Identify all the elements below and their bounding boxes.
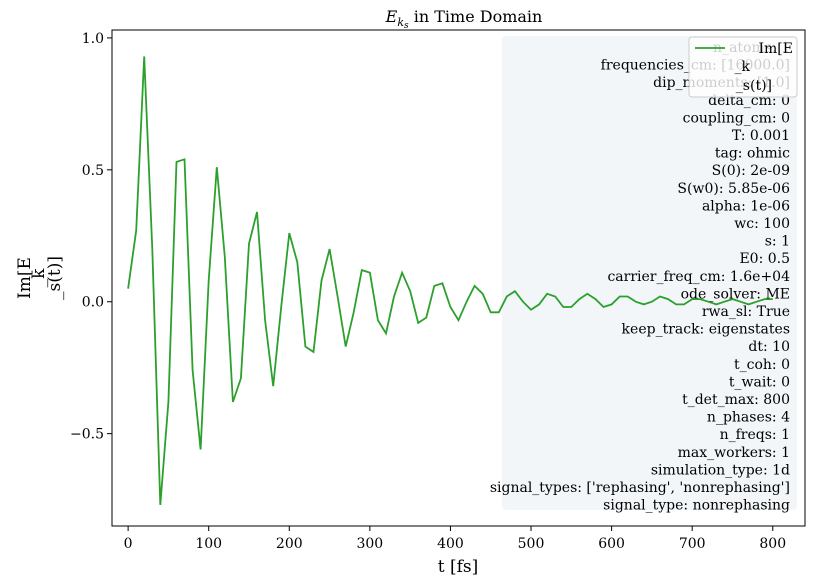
- info-line: signal_types: ['rephasing', 'nonrephasin…: [490, 480, 790, 496]
- x-tick-label: 700: [679, 536, 706, 552]
- y-tick-label: 0.5: [82, 163, 104, 179]
- info-line: S(0): 2e-09: [712, 163, 790, 179]
- info-line: ode_solver: ME: [681, 286, 790, 302]
- legend-label-line-2: _k: [735, 59, 751, 75]
- y-axis-label: Im[E _k _s(t)]: [15, 256, 65, 300]
- y-tick-label: 1.0: [82, 31, 104, 47]
- info-line: T: 0.001: [732, 128, 790, 144]
- axes-frame: [111, 29, 806, 527]
- legend-label-line-1: Im[E: [759, 41, 794, 57]
- x-tick-label: 200: [276, 536, 303, 552]
- x-tick-label: 400: [437, 536, 464, 552]
- chart-title: Eks in Time Domain: [385, 7, 543, 31]
- info-line: s: 1: [765, 234, 790, 250]
- info-line: t_det_max: 800: [682, 392, 790, 408]
- info-line: S(w0): 5.85e-06: [677, 181, 790, 197]
- x-tick-label: 100: [195, 536, 222, 552]
- info-line: dt: 10: [748, 339, 790, 355]
- info-line: simulation_type: 1d: [651, 462, 790, 478]
- info-line: rwa_sl: True: [702, 304, 790, 320]
- legend-frame: [688, 36, 798, 98]
- y-tick-label: 0.0: [82, 295, 104, 311]
- series-line-im-e: [127, 56, 773, 505]
- info-line: E0: 0.5: [739, 251, 790, 267]
- info-line: keep_track: eigenstates: [622, 322, 790, 338]
- x-axis-label: t [fs]: [438, 557, 479, 577]
- info-line: t_wait: 0: [729, 374, 790, 390]
- info-line: tag: ohmic: [715, 146, 790, 162]
- svg-text:Im[E: Im[E: [15, 257, 35, 299]
- info-line: n_freqs: 1: [720, 427, 790, 443]
- legend: Im[E _k _s(t)]: [688, 36, 798, 98]
- info-line: coupling_cm: 0: [683, 110, 790, 126]
- x-tick-label: 800: [759, 536, 786, 552]
- info-line: alpha: 1e-06: [702, 198, 790, 214]
- x-tick-label: 0: [124, 536, 133, 552]
- x-tick-label: 600: [598, 536, 625, 552]
- info-line: max_workers: 1: [678, 445, 790, 461]
- y-axis-ticks: −0.5 0.0 0.5 1.0: [70, 31, 112, 443]
- y-tick-label: −0.5: [70, 427, 104, 443]
- x-tick-label: 300: [356, 536, 383, 552]
- info-line: signal_type: nonrephasing: [603, 498, 790, 514]
- info-line: n_phases: 4: [707, 410, 790, 426]
- svg-text:_s(t)]: _s(t)]: [45, 256, 65, 300]
- parameter-info-box: [502, 36, 797, 510]
- x-tick-label: 500: [518, 536, 545, 552]
- info-line: t_coh: 0: [734, 357, 790, 373]
- info-line: wc: 100: [734, 216, 790, 232]
- info-line: carrier_freq_cm: 1.6e+04: [607, 269, 790, 285]
- legend-label-line-3: _s(t)]: [736, 78, 772, 94]
- svg-text:_k: _k: [29, 268, 49, 288]
- x-axis-ticks: 0 100 200 300 400 500 600 700 800: [124, 526, 786, 552]
